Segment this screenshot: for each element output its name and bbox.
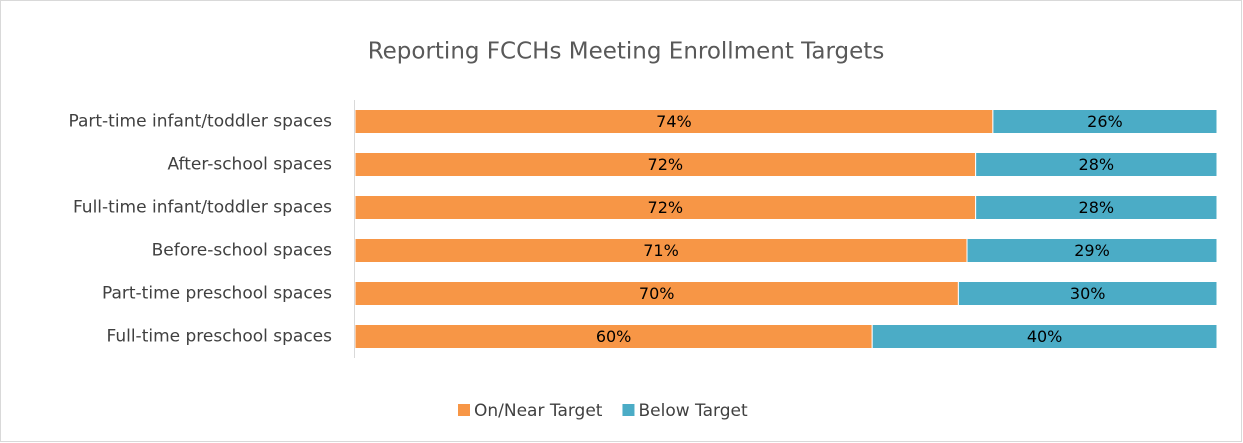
y-tick-label: Part-time preschool spaces <box>102 284 332 304</box>
y-tick-label: Full-time preschool spaces <box>106 327 332 347</box>
data-label: 72% <box>648 198 684 217</box>
data-label: 29% <box>1074 241 1110 260</box>
data-label: 74% <box>656 112 692 131</box>
bar-segment <box>966 238 1218 263</box>
bar-segment <box>354 109 994 134</box>
bar-segment <box>354 152 977 177</box>
data-label: 60% <box>596 327 632 346</box>
y-tick-label: Part-time infant/toddler spaces <box>68 112 332 132</box>
y-tick-label: After-school spaces <box>167 155 332 175</box>
data-label: 26% <box>1087 112 1123 131</box>
data-label: 72% <box>648 155 684 174</box>
bar-segment <box>354 238 968 263</box>
y-tick-label: Before-school spaces <box>152 241 332 261</box>
data-label: 71% <box>643 241 679 260</box>
y-tick-label: Full-time infant/toddler spaces <box>73 198 332 218</box>
bar-segment <box>871 324 1218 349</box>
data-label: 40% <box>1027 327 1063 346</box>
data-label: 28% <box>1079 155 1115 174</box>
data-label: 70% <box>639 284 675 303</box>
legend-label: Below Target <box>638 401 747 421</box>
data-label: 28% <box>1079 198 1115 217</box>
chart-title: Reporting FCCHs Meeting Enrollment Targe… <box>368 39 885 65</box>
bar-segment <box>975 152 1218 177</box>
bar-segment <box>354 195 977 220</box>
legend-swatch <box>458 404 470 416</box>
bar-segment <box>957 281 1218 306</box>
bar-segment <box>992 109 1218 134</box>
data-label: 30% <box>1070 284 1106 303</box>
legend-swatch <box>622 404 635 416</box>
bar-segment <box>975 195 1218 220</box>
legend-label: On/Near Target <box>474 401 603 421</box>
